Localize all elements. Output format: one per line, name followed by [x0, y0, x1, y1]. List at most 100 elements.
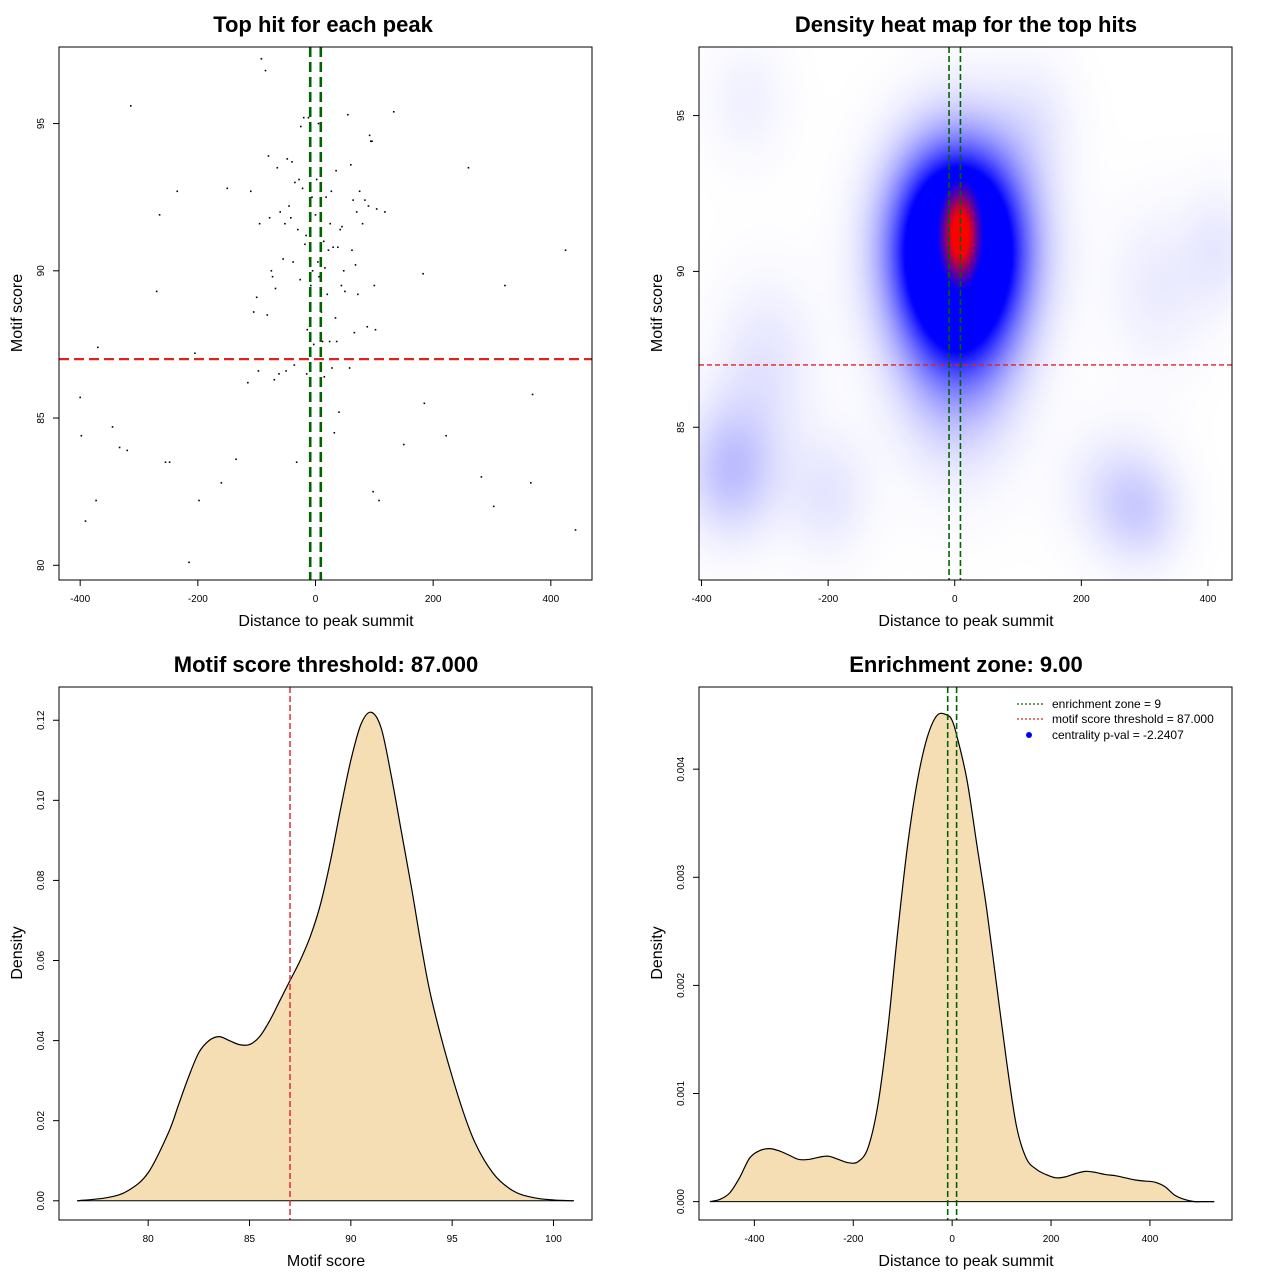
scatter-point — [318, 275, 320, 278]
x-tick-label: -200 — [843, 1234, 863, 1245]
scatter-point — [315, 178, 318, 181]
x-axis-label: Distance to peak summit — [878, 1253, 1054, 1270]
scatter-point — [332, 246, 334, 249]
scatter-point — [288, 205, 290, 207]
scatter-point — [321, 340, 324, 343]
chart-title: Motif score threshold: 87.000 — [174, 652, 478, 677]
scatter-point — [305, 373, 308, 375]
scatter-point — [268, 216, 271, 219]
scatter-point — [311, 270, 314, 272]
scatter-point — [298, 178, 300, 181]
scatter-point — [249, 190, 252, 193]
y-tick-label: 95 — [676, 110, 687, 122]
x-tick-label: 85 — [244, 1234, 256, 1245]
x-axis-label: Motif score — [287, 1253, 365, 1270]
scatter-point — [289, 216, 292, 219]
scatter-point — [480, 476, 483, 478]
scatter-point — [126, 449, 129, 452]
scatter-point — [235, 458, 237, 461]
scatter-point — [293, 364, 296, 366]
x-axis-label: Distance to peak summit — [878, 613, 1054, 630]
scatter-point — [367, 205, 370, 207]
scatter-point — [492, 505, 495, 508]
y-tick-label: 0.04 — [36, 1030, 47, 1050]
legend-pval-label: centrality p-val = -2.2407 — [1052, 728, 1184, 742]
legend-threshold-label: motif score threshold = 87.000 — [1052, 712, 1214, 726]
scatter-point — [278, 373, 280, 375]
scatter-point — [299, 278, 302, 281]
chart-title: Enrichment zone: 9.00 — [849, 652, 1083, 677]
y-tick-label: 0.004 — [676, 756, 687, 781]
scatter-point — [328, 340, 331, 343]
y-tick-label: 85 — [36, 412, 47, 424]
scatter-point — [335, 340, 338, 343]
y-tick-label: 90 — [36, 265, 47, 277]
score-density-panel: Motif score threshold: 87.000 Motif scor… — [9, 652, 593, 1270]
x-tick-label: 100 — [545, 1234, 562, 1245]
scatter-point — [323, 376, 326, 378]
scatter-point — [366, 325, 369, 328]
density-marks — [709, 687, 1215, 1220]
scatter-point — [384, 211, 386, 213]
scatter-point — [352, 199, 354, 201]
scatter-point — [80, 434, 83, 437]
scatter-point — [252, 311, 255, 313]
scatter-point — [361, 222, 364, 225]
scatter-point — [371, 140, 373, 143]
scatter-point — [344, 290, 346, 293]
scatter-point — [84, 520, 87, 522]
scatter-point — [305, 234, 307, 237]
chart-title: Top hit for each peak — [213, 12, 433, 37]
x-tick-label: 400 — [542, 594, 559, 605]
scatter-point — [358, 190, 361, 193]
distance-density-panel: Enrichment zone: 9.00 Distance to peak s… — [649, 652, 1233, 1270]
scatter-point — [347, 113, 349, 116]
scatter-point — [276, 166, 279, 169]
y-tick-label: 0.02 — [36, 1111, 47, 1131]
density-area — [77, 712, 574, 1201]
scatter-point — [273, 378, 276, 381]
heatmap-image — [699, 47, 1232, 580]
scatter-point — [155, 290, 158, 293]
y-tick-label: 85 — [676, 421, 687, 433]
scatter-point — [351, 249, 353, 251]
x-tick-label: -200 — [188, 594, 208, 605]
scatter-point — [271, 275, 274, 278]
x-tick-label: 200 — [1073, 594, 1090, 605]
scatter-point — [339, 228, 342, 231]
scatter-point — [314, 214, 317, 216]
scatter-point — [329, 222, 332, 225]
y-axis-label: Motif score — [9, 274, 26, 352]
scatter-point — [337, 246, 339, 249]
scatter-point — [258, 222, 261, 225]
scatter-point — [372, 490, 374, 493]
scatter-point — [309, 284, 312, 287]
y-tick-label: 90 — [676, 265, 687, 277]
scatter-marks — [59, 47, 592, 580]
scatter-point — [295, 461, 298, 464]
y-tick-label: 0.08 — [36, 870, 47, 890]
scatter-point — [392, 110, 395, 113]
scatter-point — [220, 482, 223, 484]
x-tick-label: 90 — [345, 1234, 357, 1245]
scatter-point — [255, 296, 258, 299]
scatter-point — [369, 140, 372, 143]
scatter-panel: Top hit for each peak Distance to peak s… — [9, 12, 593, 630]
scatter-point — [95, 499, 97, 502]
axes: -400 -200 0 200 400 0.000 0.001 0.002 0.003 0.004 — [676, 686, 1233, 1245]
scatter-point — [423, 402, 426, 405]
density-marks — [77, 687, 574, 1220]
x-tick-label: 200 — [425, 594, 442, 605]
scatter-point — [326, 293, 329, 296]
scatter-point — [354, 264, 357, 266]
y-tick-label: 0.06 — [36, 950, 47, 970]
heatmap-panel: Density heat map for the top hits Distan… — [649, 12, 1233, 630]
scatter-point — [327, 249, 330, 251]
scatter-point — [260, 57, 263, 60]
scatter-point — [194, 352, 196, 355]
scatter-point — [530, 482, 532, 484]
x-tick-label: 200 — [1043, 1234, 1060, 1245]
scatter-point — [335, 169, 337, 172]
x-tick-label: 80 — [143, 1234, 155, 1245]
